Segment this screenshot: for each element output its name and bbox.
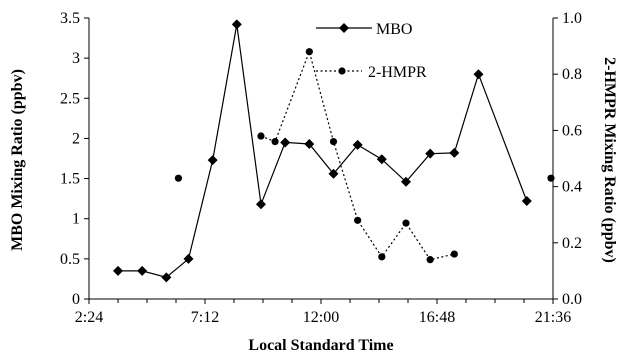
- series-2-hmpr-point: [547, 174, 555, 182]
- y2-tick-label: 0.8: [562, 66, 582, 83]
- x-tick-label: 7:12: [191, 309, 219, 326]
- series-mbo-point: [425, 148, 436, 159]
- x-tick-label: 21:36: [535, 309, 571, 326]
- series-mbo-point: [207, 155, 218, 166]
- y-tick-label: 0.5: [60, 251, 80, 268]
- series-mbo-point: [183, 253, 194, 264]
- x-axis-title: Local Standard Time: [248, 337, 393, 354]
- y-tick-label: 1.5: [60, 171, 80, 188]
- series-2-hmpr-point: [174, 174, 183, 182]
- y-tick-label: 3.5: [60, 10, 80, 27]
- series-2-hmpr-point: [305, 48, 313, 56]
- series-mbo-point: [280, 137, 291, 148]
- series-2-hmpr-point: [354, 216, 362, 224]
- y-axis-right-title: 2-HMPR Mixing Ratio (ppbv): [601, 57, 618, 263]
- series-layer: [113, 19, 555, 283]
- legend: MBO 2-HMPR: [316, 21, 427, 81]
- y2-tick-label: 1.0: [562, 10, 582, 27]
- y-tick-label: 0: [72, 291, 80, 308]
- legend-hmpr-marker: [338, 67, 346, 75]
- y2-tick-label: 0.2: [562, 235, 582, 252]
- series-2-hmpr-point: [402, 219, 410, 227]
- x-tick-label: 16:48: [419, 309, 455, 326]
- series-mbo-point: [328, 168, 339, 179]
- series-mbo-point: [473, 69, 484, 80]
- y-tick-label: 3: [72, 50, 80, 67]
- series-mbo-point: [376, 154, 387, 165]
- series-2-hmpr-point: [271, 138, 279, 146]
- legend-hmpr-label: 2-HMPR: [368, 64, 427, 81]
- series-mbo-line: [118, 24, 528, 278]
- series-2-hmpr-point: [329, 138, 338, 146]
- series-2-hmpr-point: [426, 256, 434, 264]
- series-mbo-point: [255, 199, 266, 210]
- series-mbo-point: [161, 272, 172, 283]
- y2-tick-label: 0.6: [562, 122, 582, 139]
- legend-mbo-label: MBO: [376, 21, 412, 38]
- series-mbo-point: [449, 147, 460, 158]
- series-mbo-point: [304, 139, 315, 150]
- series-mbo-point: [400, 176, 411, 187]
- series-mbo-point: [521, 196, 532, 207]
- series-mbo-point: [137, 265, 148, 276]
- series-mbo-point: [113, 265, 123, 276]
- series-mbo-point: [231, 19, 242, 30]
- x-tick-label: 12:00: [303, 309, 339, 326]
- series-2-hmpr-point: [450, 250, 458, 258]
- y-axis-left-ticks: 0 0.5 1 1.5 2 2.5 3 3.5: [60, 10, 89, 308]
- y-tick-label: 2.5: [60, 90, 80, 107]
- x-tick-label: 2:24: [75, 309, 103, 326]
- y-tick-label: 1: [72, 211, 80, 228]
- x-axis-ticks: 2:24 7:12 12:00 16:48 21:36: [75, 299, 571, 326]
- legend-mbo-marker: [339, 23, 349, 33]
- y2-tick-label: 0.4: [562, 179, 582, 196]
- series-2-hmpr-point: [378, 253, 386, 261]
- series-2-hmpr-line: [260, 49, 455, 261]
- y2-tick-label: 0.0: [562, 291, 582, 308]
- y-axis-left-title: MBO Mixing Ratio (ppbv): [9, 69, 26, 251]
- series-mbo-point: [352, 139, 363, 150]
- y-tick-label: 2: [72, 130, 80, 147]
- series-2-hmpr-point: [257, 132, 265, 140]
- y-axis-right-ticks: 0.0 0.2 0.4 0.6 0.8 1.0: [553, 10, 582, 308]
